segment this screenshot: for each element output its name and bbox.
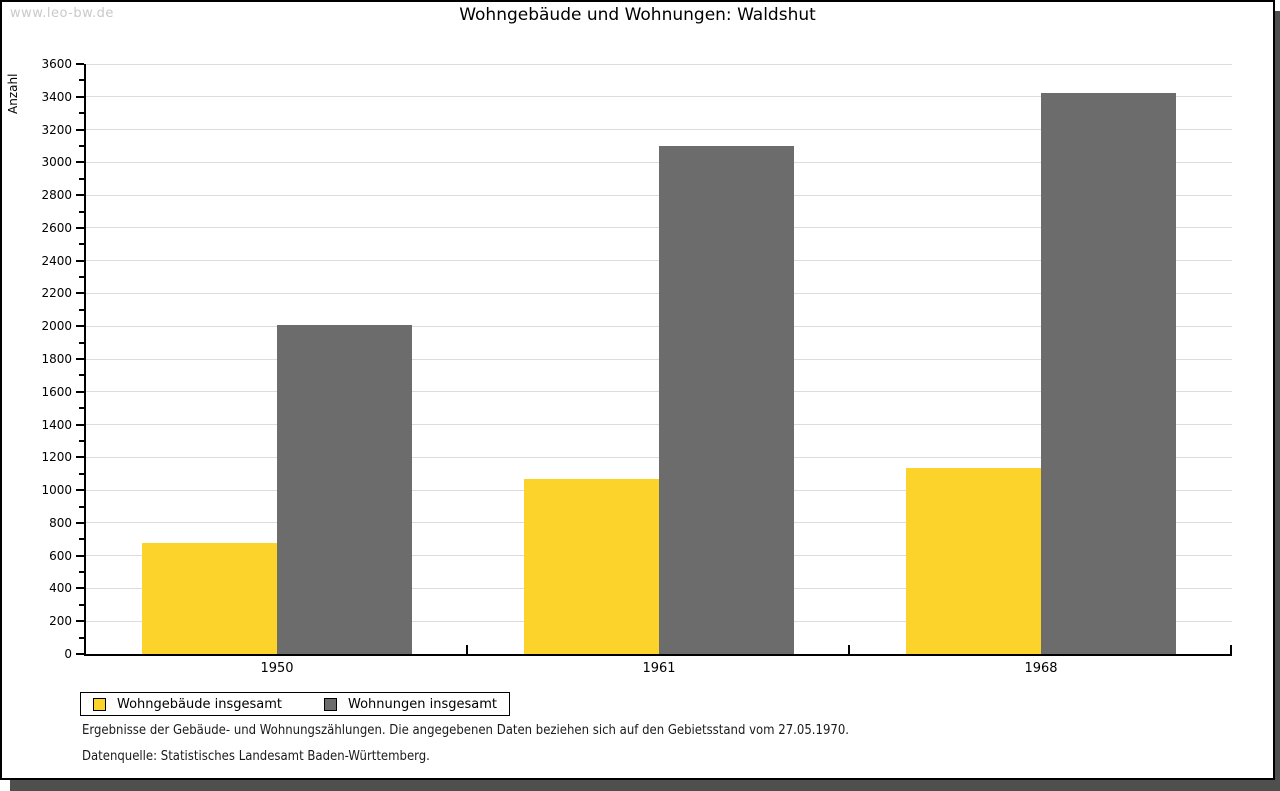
x-axis-spine [84,654,1232,656]
bar-1950-wohngebaeude [142,542,277,654]
y-major-tick [76,653,84,655]
y-major-tick [76,63,84,65]
y-major-tick [76,95,84,98]
y-tick-label: 400 [49,581,72,596]
bar-1968-wohngebaeude [906,467,1041,654]
bar-1968-wohnungen [1041,92,1176,654]
y-major-tick [76,390,84,393]
y-minor-tick [79,374,84,377]
y-minor-tick [79,636,84,639]
x-category-label: 1950 [260,661,294,676]
plot-area: 0 200 400 600 800 1000 1200 1400 1600 1800 2000 220… [41,57,1232,676]
y-major-tick [76,554,84,557]
y-major-tick [76,521,84,524]
legend-item-wohngebaeude: Wohngebäude insgesamt [93,697,282,712]
y-tick-label: 2400 [41,253,72,268]
legend-label-wohngebaeude: Wohngebäude insgesamt [117,696,282,712]
y-major-tick [76,423,84,426]
footnote-datasource: Datenquelle: Statistisches Landesamt Bad… [82,749,430,764]
y-tick-label: 3400 [41,89,72,104]
y-minor-tick [79,505,84,508]
y-tick-label: 1800 [41,352,72,366]
y-tick-label: 3000 [41,155,72,170]
y-tick-label: 2600 [41,220,72,235]
y-major-tick [76,489,84,492]
y-minor-tick [79,603,84,606]
y-axis-spine [84,64,86,656]
y-major-tick [76,128,84,131]
bar-1950-wohnungen [277,324,412,654]
y-minor-tick [79,243,84,246]
y-tick-label: 2000 [41,319,72,334]
y-major-tick [76,587,84,590]
y-tick-label: 1200 [41,450,72,465]
y-minor-tick [79,571,84,574]
y-tick-label: 1000 [41,483,72,498]
y-major-tick [76,194,84,197]
y-major-tick [76,456,84,459]
y-major-tick [76,259,84,262]
gridline [86,63,1232,65]
bar-1961-wohnungen [659,145,794,654]
y-minor-tick [79,276,84,279]
legend-swatch-wohngebaeude [93,697,106,711]
y-minor-tick [79,177,84,180]
y-minor-tick [79,407,84,410]
footnote-source-note: Ergebnisse der Gebäude- und Wohnungszähl… [82,723,849,738]
x-category-label: 1961 [642,661,676,676]
x-boundary-tick [466,645,468,654]
gridline [86,129,1232,131]
y-minor-tick [79,472,84,475]
y-tick-label: 1400 [41,417,72,432]
legend-item-wohnungen: Wohnungen insgesamt [324,697,497,712]
y-minor-tick [79,538,84,541]
y-major-tick [76,226,84,229]
y-tick-label: 800 [49,515,72,530]
x-category-label: 1968 [1024,661,1058,676]
y-major-tick [76,620,84,623]
y-major-tick [76,292,84,295]
y-tick-label: 2200 [41,286,72,301]
watermark: www.leo-bw.de [10,6,114,21]
x-boundary-tick [1230,645,1232,654]
y-tick-label: 1600 [41,384,72,399]
y-tick-label: 2800 [41,188,72,203]
y-minor-tick [79,210,84,213]
y-tick-label: 200 [49,614,72,629]
y-minor-tick [79,341,84,344]
y-minor-tick [79,439,84,442]
y-minor-tick [79,144,84,147]
gridline [86,96,1232,98]
chart-title: Wohngebäude und Wohnungen: Waldshut [459,5,816,25]
legend-swatch-wohnungen [324,697,337,711]
y-axis-title: Anzahl [6,73,20,114]
y-major-tick [76,161,84,164]
bar-1961-wohngebaeude [524,478,659,654]
y-minor-tick [79,308,84,311]
y-tick-label: 3200 [41,122,72,137]
y-major-tick [76,325,84,328]
y-tick-label: 3600 [41,57,72,71]
y-minor-tick [79,79,84,82]
legend-label-wohnungen: Wohnungen insgesamt [348,696,497,712]
x-boundary-tick [848,645,850,654]
legend: Wohngebäude insgesamt Wohnungen insgesam… [80,692,510,716]
y-tick-label: 0 [64,647,72,661]
y-minor-tick [79,112,84,115]
y-major-tick [76,358,84,360]
y-tick-label: 600 [49,548,72,563]
